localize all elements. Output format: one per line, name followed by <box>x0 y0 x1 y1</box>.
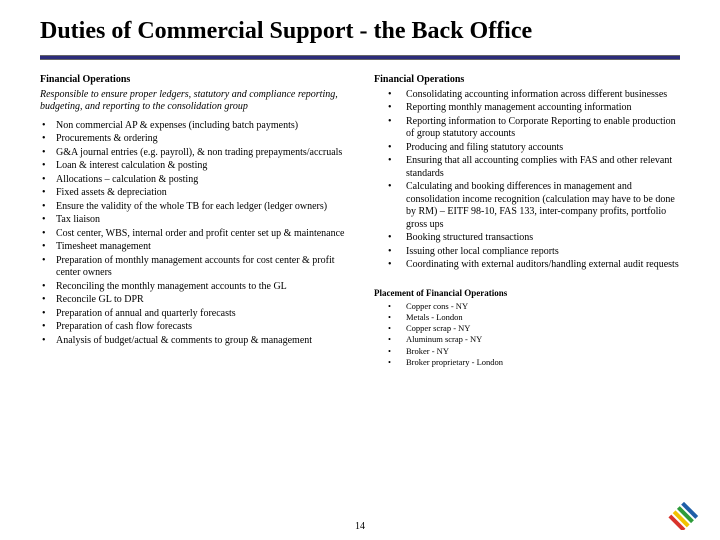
left-list-item-text: G&A journal entries (e.g. payroll), & no… <box>56 147 342 160</box>
right-list-item-text: Calculating and booking differences in m… <box>406 181 680 231</box>
slide: Duties of Commercial Support - the Back … <box>0 0 720 378</box>
placement-list-item: Broker proprietary - London <box>374 357 680 367</box>
left-list-item-text: Reconcile GL to DPR <box>56 294 144 307</box>
enron-logo-icon <box>666 502 706 530</box>
right-list-item: Reporting monthly management accounting … <box>374 102 680 115</box>
right-list-item-text: Consolidating accounting information acr… <box>406 89 667 102</box>
right-list-item: Calculating and booking differences in m… <box>374 181 680 231</box>
left-list-item: Reconcile GL to DPR <box>40 294 346 307</box>
left-list-item: Preparation of monthly management accoun… <box>40 255 346 280</box>
left-list-item-text: Preparation of monthly management accoun… <box>56 255 346 280</box>
placement-list-item-text: Broker proprietary - London <box>406 357 503 367</box>
left-list-item-text: Analysis of budget/actual & comments to … <box>56 335 312 348</box>
right-list-item: Reporting information to Corporate Repor… <box>374 116 680 141</box>
placement-list-item-text: Broker - NY <box>406 346 449 356</box>
placement-list-item-text: Metals - London <box>406 312 463 322</box>
placement-list-item-text: Copper cons - NY <box>406 301 468 311</box>
left-heading: Financial Operations <box>40 74 346 87</box>
left-list-item: Loan & interest calculation & posting <box>40 160 346 173</box>
placement-list-item: Copper cons - NY <box>374 301 680 311</box>
page-title: Duties of Commercial Support - the Back … <box>40 18 680 45</box>
right-column: Financial Operations Consolidating accou… <box>374 74 680 368</box>
page-number: 14 <box>0 521 720 532</box>
left-list-item: Allocations – calculation & posting <box>40 174 346 187</box>
right-list-item: Issuing other local compliance reports <box>374 246 680 259</box>
placement-list-item: Metals - London <box>374 312 680 322</box>
right-list-item-text: Reporting monthly management accounting … <box>406 102 632 115</box>
right-list-item: Booking structured transactions <box>374 232 680 245</box>
left-list-item: Tax liaison <box>40 214 346 227</box>
left-list-item-text: Preparation of cash flow forecasts <box>56 321 192 334</box>
left-list-item: Ensure the validity of the whole TB for … <box>40 201 346 214</box>
left-list-item-text: Procurements & ordering <box>56 133 158 146</box>
placement-list-item: Copper scrap - NY <box>374 323 680 333</box>
left-list-item: Reconciling the monthly management accou… <box>40 281 346 294</box>
left-list-item: Fixed assets & depreciation <box>40 187 346 200</box>
placement-list: Copper cons - NYMetals - LondonCopper sc… <box>374 301 680 367</box>
left-list-item: Preparation of annual and quarterly fore… <box>40 308 346 321</box>
right-list-item-text: Producing and filing statutory accounts <box>406 142 563 155</box>
placement-list-item-text: Aluminum scrap - NY <box>406 334 482 344</box>
left-list-item-text: Timesheet management <box>56 241 151 254</box>
left-list-item-text: Tax liaison <box>56 214 100 227</box>
right-list-item: Producing and filing statutory accounts <box>374 142 680 155</box>
left-list-item: Timesheet management <box>40 241 346 254</box>
left-list-item-text: Preparation of annual and quarterly fore… <box>56 308 236 321</box>
left-list-item: Non commercial AP & expenses (including … <box>40 120 346 133</box>
left-list-item: Procurements & ordering <box>40 133 346 146</box>
left-list-item: Preparation of cash flow forecasts <box>40 321 346 334</box>
left-list-item: G&A journal entries (e.g. payroll), & no… <box>40 147 346 160</box>
left-subheading: Responsible to ensure proper ledgers, st… <box>40 89 346 114</box>
left-column: Financial Operations Responsible to ensu… <box>40 74 346 368</box>
right-list-item-text: Issuing other local compliance reports <box>406 246 559 259</box>
content-columns: Financial Operations Responsible to ensu… <box>40 74 680 368</box>
left-list-item-text: Fixed assets & depreciation <box>56 187 167 200</box>
right-list-item-text: Ensuring that all accounting complies wi… <box>406 155 680 180</box>
right-list-item: Coordinating with external auditors/hand… <box>374 259 680 272</box>
right-list-item-text: Reporting information to Corporate Repor… <box>406 116 680 141</box>
placement-block: Placement of Financial Operations Copper… <box>374 288 680 367</box>
title-rule <box>40 55 680 60</box>
left-list-item-text: Cost center, WBS, internal order and pro… <box>56 228 345 241</box>
left-list: Non commercial AP & expenses (including … <box>40 120 346 348</box>
right-list-item: Ensuring that all accounting complies wi… <box>374 155 680 180</box>
placement-list-item-text: Copper scrap - NY <box>406 323 470 333</box>
placement-heading: Placement of Financial Operations <box>374 288 680 299</box>
left-list-item-text: Non commercial AP & expenses (including … <box>56 120 298 133</box>
left-list-item: Cost center, WBS, internal order and pro… <box>40 228 346 241</box>
placement-list-item: Aluminum scrap - NY <box>374 334 680 344</box>
right-list-item-text: Booking structured transactions <box>406 232 533 245</box>
right-list-item: Consolidating accounting information acr… <box>374 89 680 102</box>
right-list-item-text: Coordinating with external auditors/hand… <box>406 259 679 272</box>
right-heading: Financial Operations <box>374 74 680 87</box>
left-list-item-text: Ensure the validity of the whole TB for … <box>56 201 327 214</box>
left-list-item-text: Reconciling the monthly management accou… <box>56 281 287 294</box>
left-list-item-text: Allocations – calculation & posting <box>56 174 198 187</box>
right-list: Consolidating accounting information acr… <box>374 89 680 272</box>
placement-list-item: Broker - NY <box>374 346 680 356</box>
left-list-item-text: Loan & interest calculation & posting <box>56 160 207 173</box>
left-list-item: Analysis of budget/actual & comments to … <box>40 335 346 348</box>
